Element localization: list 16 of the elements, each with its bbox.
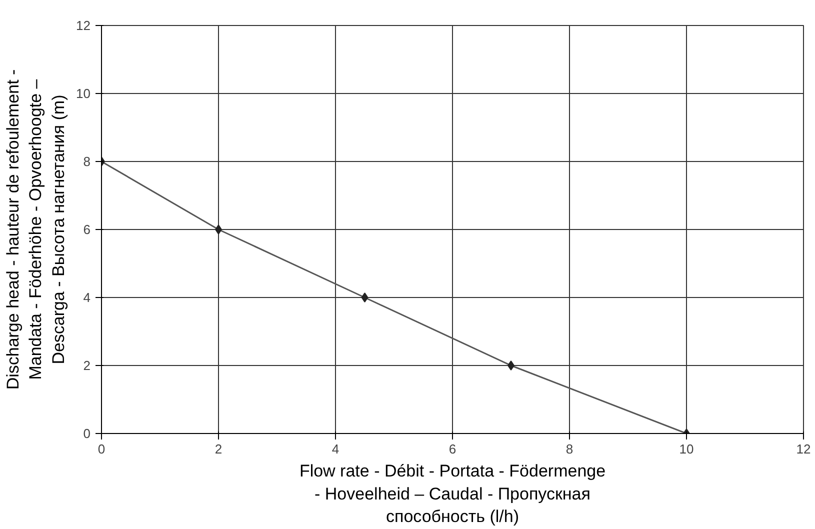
x-axis-title: Flow rate - Débit - Portata - Födermenge - Hoveelheid – Caudal - Пропускная способность (l/h) (299, 462, 606, 526)
y-tick-label: 2 (83, 358, 91, 373)
x-tick-label: 10 (679, 442, 694, 456)
y-tick-label: 10 (76, 86, 91, 101)
y-tick-label: 0 (83, 426, 91, 441)
x-tick-label: 4 (332, 442, 340, 456)
y-tick-label: 4 (83, 290, 91, 305)
x-tick-label: 6 (448, 442, 456, 456)
y-tick-label: 8 (83, 154, 91, 169)
y-tick-label: 6 (83, 222, 91, 237)
y-tick-label: 12 (76, 18, 91, 33)
x-tick-label: 8 (566, 442, 574, 456)
x-tick-label: 0 (98, 442, 106, 456)
x-tick-label: 12 (796, 442, 811, 456)
x-tick-label: 2 (214, 442, 222, 456)
y-axis-title: Discharge head - hauteur de refoulement - Mandata - Föderhöhe - Opvoerhoogte – Descarga - Высота нагнетания (m) (3, 69, 68, 390)
